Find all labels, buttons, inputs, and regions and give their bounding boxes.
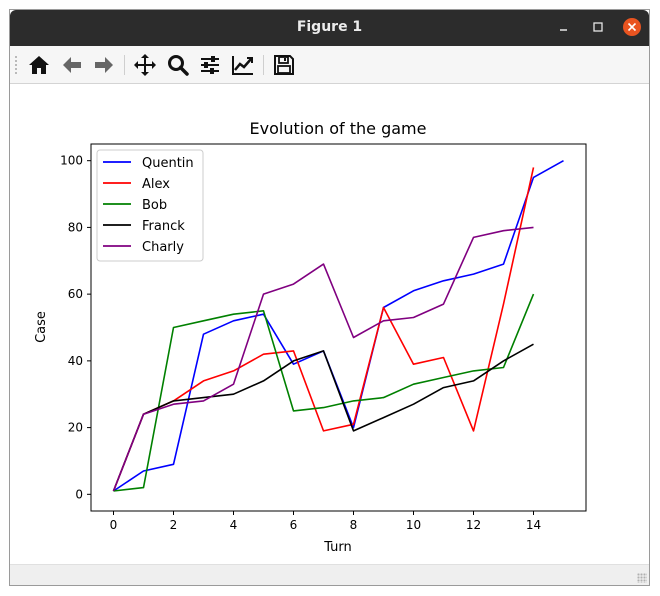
edit-axis-button[interactable] xyxy=(231,53,255,77)
series-line-alex xyxy=(112,167,535,492)
y-tick-label: 60 xyxy=(68,287,83,301)
move-icon xyxy=(134,54,156,76)
legend-label: Bob xyxy=(142,198,167,213)
resize-grip[interactable] xyxy=(637,573,647,583)
toolbar xyxy=(10,46,649,84)
window-title: Figure 1 xyxy=(296,19,363,35)
line-chart: Evolution of the game 0 2 4 6 8 10 12 14 0 20 40 60… xyxy=(34,119,587,555)
series-line-franck xyxy=(112,343,534,492)
y-axis-label: Case xyxy=(34,311,49,343)
figure-window: Figure 1 xyxy=(9,9,650,586)
line-chart-icon xyxy=(232,56,253,75)
axes-frame xyxy=(90,143,587,512)
pan-button[interactable] xyxy=(133,53,157,77)
home-button[interactable] xyxy=(27,53,51,77)
x-tick-label: 4 xyxy=(230,518,238,532)
maximize-button[interactable] xyxy=(589,18,607,36)
ticks-layer: 0 2 4 6 8 10 12 14 0 20 40 60 80 100 xyxy=(60,154,541,532)
arrow-left-icon xyxy=(63,57,81,73)
y-tick-label: 20 xyxy=(68,421,83,435)
title-bar[interactable]: Figure 1 xyxy=(10,10,649,46)
legend: Quentin Alex Bob Franck Charly xyxy=(96,149,204,262)
minimize-button[interactable] xyxy=(555,18,573,36)
toolbar-separator xyxy=(263,55,264,75)
x-tick-label: 10 xyxy=(406,518,421,532)
close-button[interactable] xyxy=(623,18,641,36)
floppy-disk-icon xyxy=(274,55,294,75)
legend-label: Charly xyxy=(142,240,184,255)
x-axis-label: Turn xyxy=(323,540,352,555)
magnifier-icon xyxy=(168,55,189,76)
x-tick-label: 2 xyxy=(170,518,178,532)
legend-label: Quentin xyxy=(142,156,194,171)
home-icon xyxy=(29,56,49,74)
x-tick-label: 14 xyxy=(526,518,541,532)
save-button[interactable] xyxy=(272,53,296,77)
chart-title: Evolution of the game xyxy=(250,119,427,138)
toolbar-grip[interactable] xyxy=(14,55,18,75)
x-tick-label: 0 xyxy=(110,518,118,532)
plot-canvas[interactable]: Evolution of the game 0 2 4 6 8 10 12 14 0 20 40 60… xyxy=(10,84,649,565)
arrow-right-icon xyxy=(95,57,113,73)
zoom-button[interactable] xyxy=(166,53,190,77)
y-tick-label: 80 xyxy=(68,220,83,234)
series-line-bob xyxy=(113,293,535,492)
x-tick-label: 6 xyxy=(290,518,298,532)
y-tick-label: 100 xyxy=(60,154,83,168)
back-button[interactable] xyxy=(60,53,84,77)
y-tick-label: 0 xyxy=(75,487,83,501)
toolbar-separator xyxy=(124,55,125,75)
series-line-charly xyxy=(112,226,534,492)
configure-subplots-button[interactable] xyxy=(198,53,222,77)
status-bar xyxy=(10,564,649,585)
legend-label: Franck xyxy=(142,219,185,234)
legend-label: Alex xyxy=(142,177,170,192)
forward-button[interactable] xyxy=(92,53,116,77)
x-tick-label: 12 xyxy=(466,518,481,532)
sliders-icon xyxy=(201,56,219,74)
series-layer xyxy=(112,160,564,492)
close-icon xyxy=(623,18,641,36)
x-tick-label: 8 xyxy=(350,518,358,532)
y-tick-label: 40 xyxy=(68,354,83,368)
legend-box xyxy=(96,149,204,262)
minimize-icon xyxy=(560,29,567,31)
maximize-icon xyxy=(593,22,603,32)
